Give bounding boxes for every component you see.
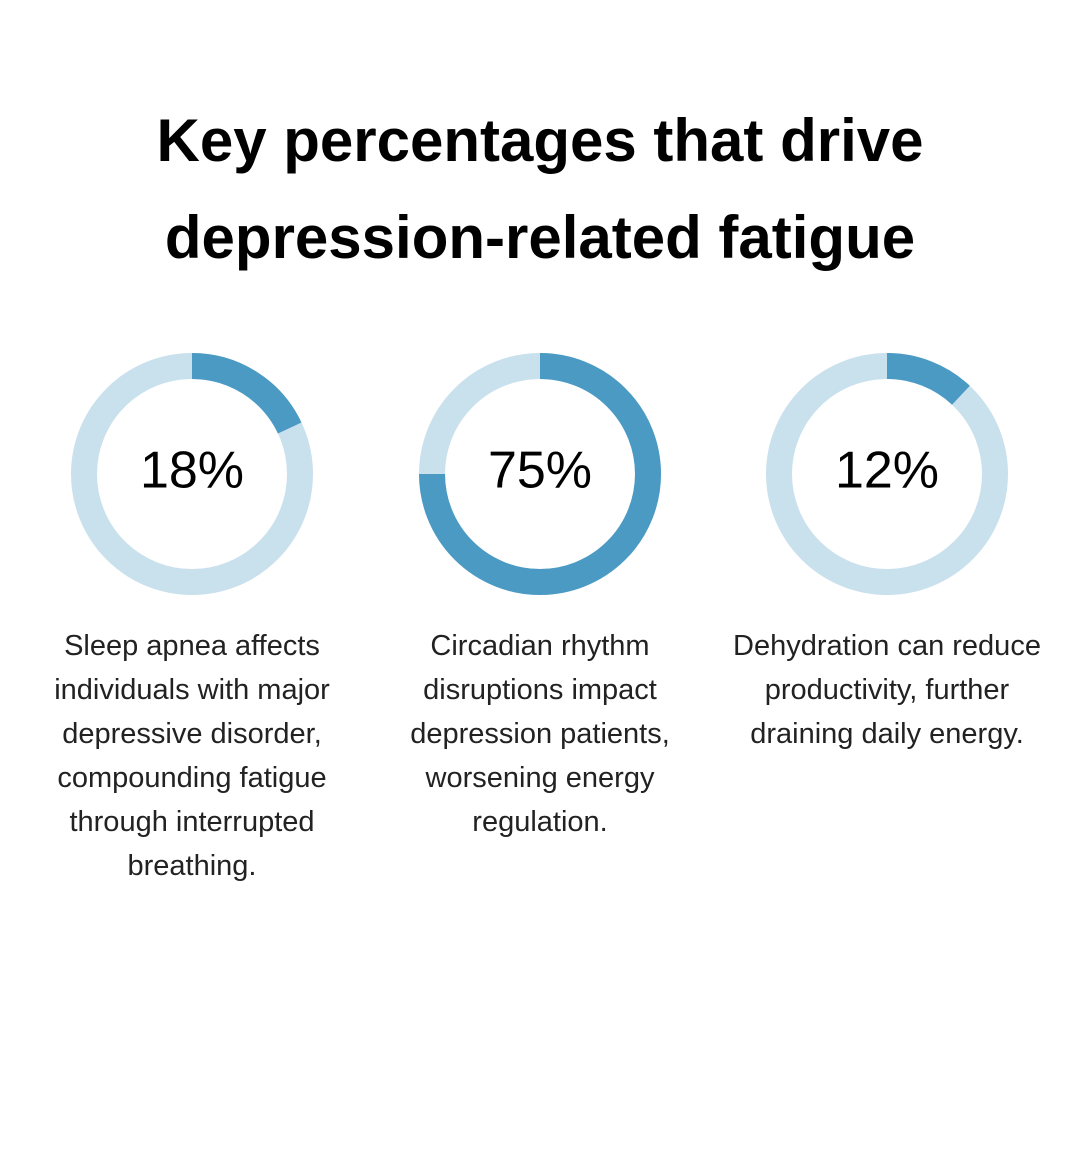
donut-arc xyxy=(886,353,970,406)
donut-value-label: 12% xyxy=(835,442,939,500)
donut-arc xyxy=(419,353,661,595)
donut-charts: 18% 75% 12% xyxy=(71,353,1008,595)
donut-value-label: 18% xyxy=(140,442,244,500)
donut-arc xyxy=(191,353,302,434)
description: Circadian rhythm disruptions impact depr… xyxy=(410,630,670,838)
page-title: Key percentages that drive depression-re… xyxy=(156,107,924,271)
description: Sleep apnea affects individuals with maj… xyxy=(54,630,330,882)
description: Dehydration can reduce productivity, fur… xyxy=(733,630,1041,750)
donut-value-label: 75% xyxy=(488,442,592,500)
